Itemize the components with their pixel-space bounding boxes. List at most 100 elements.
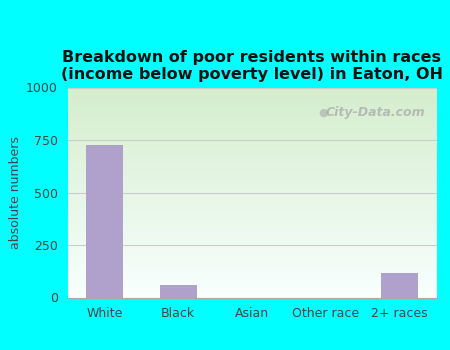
Bar (68, 131, 436, 132)
Bar (68, 118, 436, 119)
Bar (68, 197, 436, 198)
Bar (68, 266, 436, 267)
Bar (68, 136, 436, 137)
Bar (68, 238, 436, 239)
Bar (68, 157, 436, 158)
Bar (381, 273, 418, 298)
Bar (68, 282, 436, 283)
Bar (68, 291, 436, 292)
Bar (68, 262, 436, 263)
Bar (68, 231, 436, 232)
Bar (68, 247, 436, 248)
Bar (68, 217, 436, 218)
Bar (68, 140, 436, 141)
Bar (68, 186, 436, 187)
Bar (68, 106, 436, 107)
Bar (68, 149, 436, 150)
Bar (68, 267, 436, 268)
Bar (68, 281, 436, 282)
Bar (68, 289, 436, 290)
Bar (68, 290, 436, 291)
Bar (68, 272, 436, 273)
Bar (68, 189, 436, 190)
Bar (68, 230, 436, 231)
Bar (68, 179, 436, 180)
Bar (68, 204, 436, 205)
Bar (68, 161, 436, 162)
Bar (68, 119, 436, 120)
Bar (68, 285, 436, 286)
Y-axis label: absolute numbers: absolute numbers (9, 136, 22, 249)
Bar (68, 100, 436, 101)
Bar (68, 127, 436, 128)
Bar (68, 183, 436, 184)
Bar (68, 251, 436, 252)
Bar (68, 163, 436, 164)
Bar (68, 104, 436, 105)
Bar (68, 109, 436, 110)
Bar (68, 261, 436, 262)
Bar (68, 113, 436, 114)
Bar (68, 275, 436, 276)
Bar (68, 210, 436, 211)
Bar (68, 207, 436, 208)
Bar (68, 108, 436, 109)
Bar (68, 246, 436, 247)
Bar (68, 215, 436, 216)
Bar (68, 225, 436, 226)
Title: Breakdown of poor residents within races
(income below poverty level) in Eaton, : Breakdown of poor residents within races… (61, 50, 443, 82)
Bar (68, 221, 436, 222)
Bar (68, 293, 436, 294)
Bar (68, 122, 436, 123)
Bar (68, 135, 436, 136)
Bar (68, 146, 436, 147)
Bar (68, 196, 436, 197)
Bar (68, 184, 436, 185)
Bar (68, 252, 436, 253)
Bar (68, 286, 436, 287)
Bar (68, 222, 436, 223)
Bar (68, 260, 436, 261)
Bar (68, 206, 436, 207)
Bar (68, 232, 436, 233)
Bar (68, 185, 436, 186)
Bar (68, 153, 436, 154)
Bar (68, 193, 436, 194)
Bar (68, 134, 436, 135)
Bar (68, 89, 436, 90)
Bar (68, 194, 436, 195)
Bar (68, 88, 436, 89)
Bar (68, 158, 436, 159)
Bar (68, 235, 436, 236)
Bar (68, 283, 436, 284)
Bar (68, 150, 436, 151)
Bar (68, 228, 436, 229)
Bar (68, 116, 436, 117)
Bar (68, 110, 436, 111)
Bar (68, 240, 436, 241)
Bar (68, 155, 436, 156)
Bar (68, 130, 436, 131)
Bar (68, 223, 436, 224)
Bar (68, 173, 436, 174)
Bar (68, 216, 436, 217)
Bar (68, 224, 436, 225)
Bar (68, 94, 436, 95)
Bar (68, 180, 436, 181)
Bar (68, 139, 436, 140)
Bar (68, 101, 436, 102)
Bar (68, 257, 436, 258)
Bar (68, 259, 436, 260)
Bar (68, 211, 436, 212)
Bar (68, 212, 436, 213)
Bar (68, 176, 436, 177)
Bar (68, 271, 436, 272)
Bar (68, 99, 436, 100)
Bar (68, 120, 436, 121)
Bar (68, 295, 436, 296)
Bar (68, 226, 436, 227)
Bar (68, 111, 436, 112)
Bar (68, 277, 436, 278)
Bar (68, 243, 436, 244)
Bar (68, 242, 436, 243)
